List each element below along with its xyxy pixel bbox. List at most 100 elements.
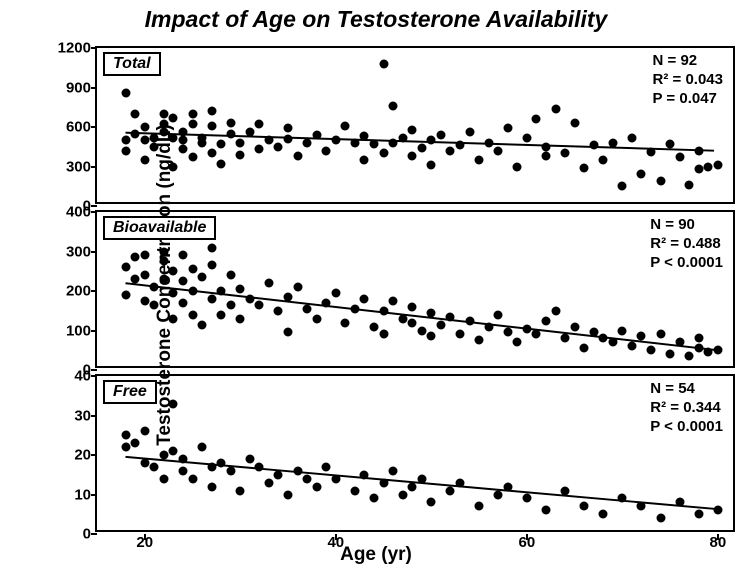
data-point bbox=[140, 136, 149, 145]
ytick-mark bbox=[91, 251, 97, 253]
data-point bbox=[580, 163, 589, 172]
data-point bbox=[226, 129, 235, 138]
data-point bbox=[264, 279, 273, 288]
data-point bbox=[599, 510, 608, 519]
data-point bbox=[322, 298, 331, 307]
data-point bbox=[389, 138, 398, 147]
data-point bbox=[131, 109, 140, 118]
data-point bbox=[226, 271, 235, 280]
data-point bbox=[417, 474, 426, 483]
data-point bbox=[618, 326, 627, 335]
data-point bbox=[178, 298, 187, 307]
data-point bbox=[188, 474, 197, 483]
data-point bbox=[656, 514, 665, 523]
data-point bbox=[599, 155, 608, 164]
data-point bbox=[293, 151, 302, 160]
data-point bbox=[236, 150, 245, 159]
data-point bbox=[494, 490, 503, 499]
data-point bbox=[570, 119, 579, 128]
data-point bbox=[599, 334, 608, 343]
data-point bbox=[255, 462, 264, 471]
ytick-mark bbox=[91, 330, 97, 332]
data-point bbox=[350, 486, 359, 495]
data-point bbox=[284, 124, 293, 133]
data-point bbox=[236, 314, 245, 323]
data-point bbox=[188, 287, 197, 296]
data-point bbox=[685, 352, 694, 361]
data-point bbox=[150, 462, 159, 471]
data-point bbox=[207, 121, 216, 130]
data-point bbox=[379, 306, 388, 315]
data-point bbox=[608, 338, 617, 347]
data-point bbox=[618, 494, 627, 503]
stat-line: N = 54 bbox=[650, 380, 723, 399]
data-point bbox=[522, 324, 531, 333]
data-point bbox=[178, 128, 187, 137]
data-point bbox=[188, 153, 197, 162]
ytick-mark bbox=[91, 211, 97, 213]
ytick-label: 600 bbox=[66, 119, 91, 136]
data-point bbox=[274, 306, 283, 315]
data-point bbox=[121, 431, 130, 440]
stat-line: R² = 0.043 bbox=[653, 71, 723, 90]
data-point bbox=[255, 145, 264, 154]
ytick-mark bbox=[91, 126, 97, 128]
ytick-mark bbox=[91, 454, 97, 456]
data-point bbox=[245, 454, 254, 463]
ytick-label: 100 bbox=[66, 322, 91, 339]
data-point bbox=[198, 320, 207, 329]
ytick-label: 300 bbox=[66, 243, 91, 260]
data-point bbox=[513, 338, 522, 347]
data-point bbox=[169, 314, 178, 323]
data-point bbox=[245, 294, 254, 303]
data-point bbox=[169, 399, 178, 408]
data-point bbox=[178, 466, 187, 475]
data-point bbox=[207, 261, 216, 270]
ytick-label: 40 bbox=[74, 368, 91, 385]
data-point bbox=[264, 478, 273, 487]
data-point bbox=[713, 161, 722, 170]
data-point bbox=[178, 277, 187, 286]
panel-stats-total: N = 92R² = 0.043P = 0.047 bbox=[653, 52, 723, 108]
data-point bbox=[379, 330, 388, 339]
data-point bbox=[551, 306, 560, 315]
data-point bbox=[188, 310, 197, 319]
data-point bbox=[389, 101, 398, 110]
data-point bbox=[217, 458, 226, 467]
ytick-label: 20 bbox=[74, 447, 91, 464]
ytick-mark bbox=[91, 290, 97, 292]
data-point bbox=[503, 482, 512, 491]
data-point bbox=[580, 502, 589, 511]
data-point bbox=[503, 328, 512, 337]
data-point bbox=[331, 288, 340, 297]
data-point bbox=[685, 180, 694, 189]
data-point bbox=[503, 124, 512, 133]
data-point bbox=[446, 486, 455, 495]
data-point bbox=[398, 133, 407, 142]
data-point bbox=[455, 330, 464, 339]
data-point bbox=[274, 142, 283, 151]
data-point bbox=[532, 115, 541, 124]
data-point bbox=[541, 316, 550, 325]
data-point bbox=[140, 296, 149, 305]
data-point bbox=[207, 243, 216, 252]
data-point bbox=[427, 308, 436, 317]
data-point bbox=[561, 486, 570, 495]
ytick-mark bbox=[91, 205, 97, 207]
data-point bbox=[255, 120, 264, 129]
data-point bbox=[561, 149, 570, 158]
data-point bbox=[694, 165, 703, 174]
data-point bbox=[131, 439, 140, 448]
data-point bbox=[198, 443, 207, 452]
data-point bbox=[455, 478, 464, 487]
data-point bbox=[427, 161, 436, 170]
data-point bbox=[647, 346, 656, 355]
data-point bbox=[647, 148, 656, 157]
data-point bbox=[140, 271, 149, 280]
data-point bbox=[666, 350, 675, 359]
data-point bbox=[656, 330, 665, 339]
data-point bbox=[150, 300, 159, 309]
data-point bbox=[532, 330, 541, 339]
data-point bbox=[198, 133, 207, 142]
data-point bbox=[694, 334, 703, 343]
